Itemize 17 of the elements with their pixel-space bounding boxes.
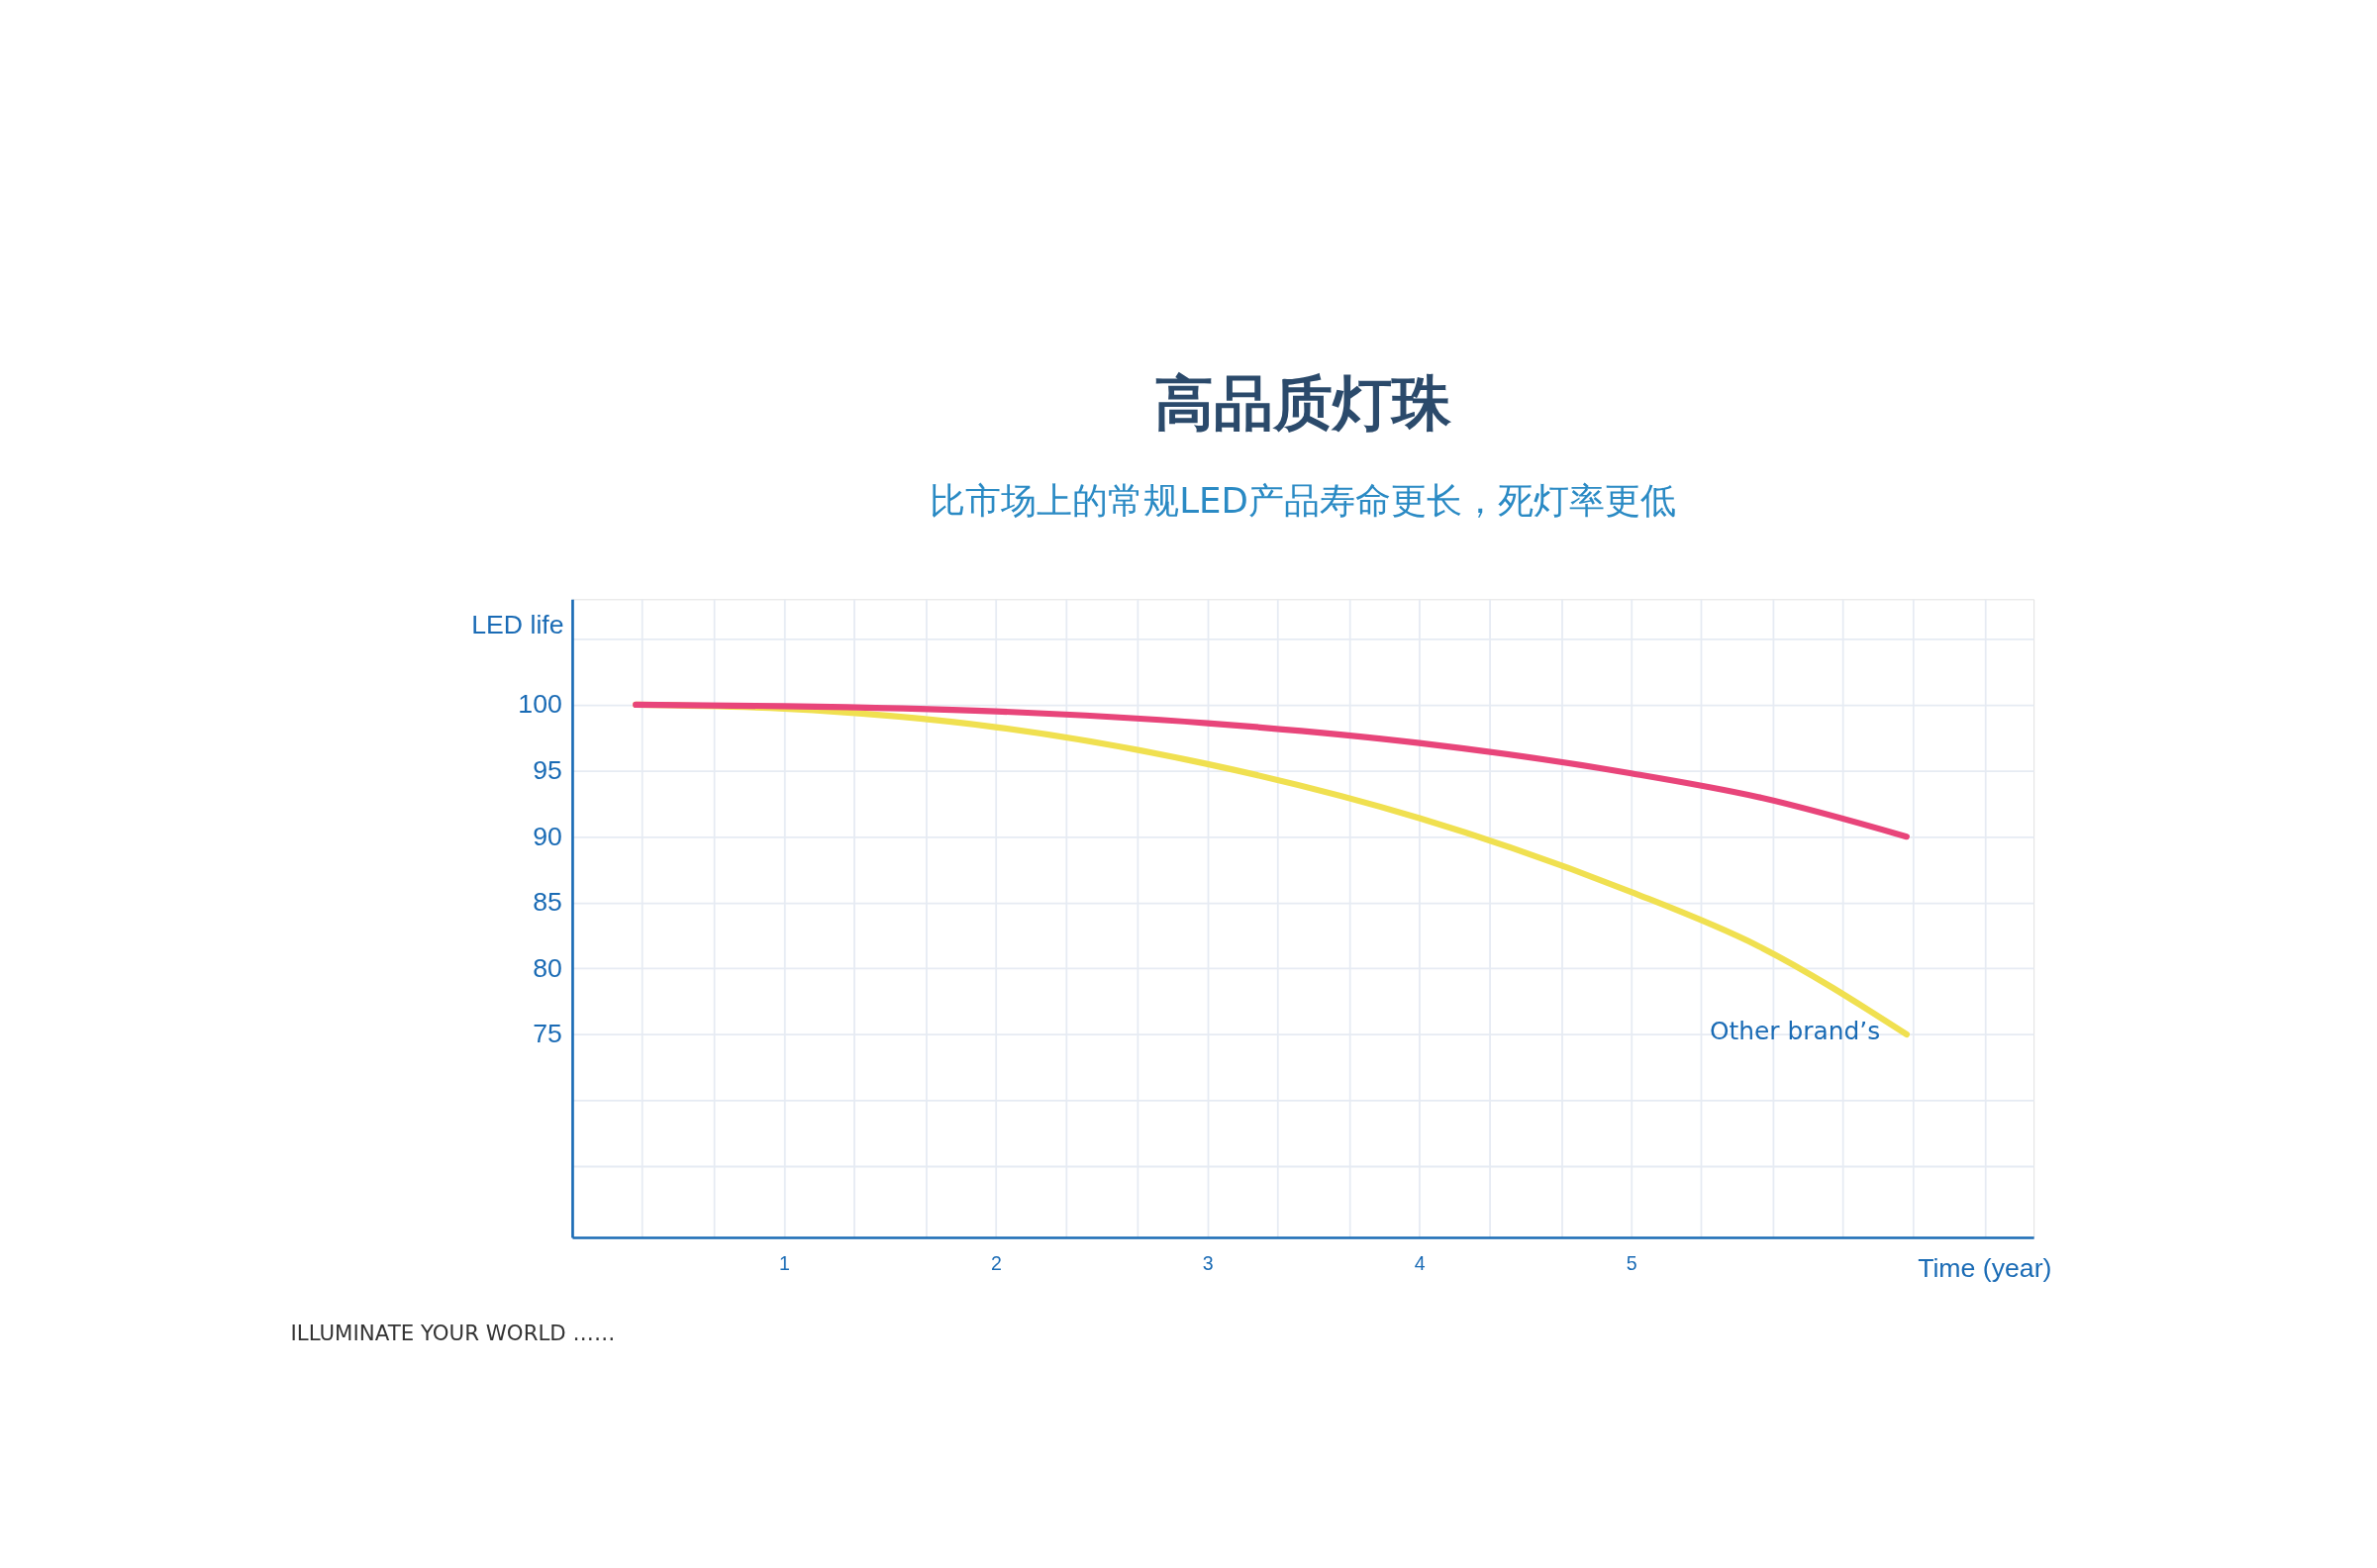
y-tick-label: 85 xyxy=(533,887,562,918)
x-tick-label: 4 xyxy=(1414,1252,1426,1275)
y-tick-label: 90 xyxy=(533,821,562,851)
x-axis-title: Time (year) xyxy=(1918,1252,2052,1283)
y-tick-label: 100 xyxy=(518,689,562,720)
chart-title: 高品质灯珠 xyxy=(1154,368,1453,439)
x-tick-label: 2 xyxy=(990,1252,1002,1275)
chart-subtitle: 比市场上的常规LED产品寿命更长，死灯率更低 xyxy=(930,480,1676,522)
y-tick-label: 80 xyxy=(533,952,562,983)
text: ILLUMINATE YOUR WORLD …… xyxy=(290,1321,616,1346)
x-tick-label: 5 xyxy=(1626,1252,1637,1275)
y-tick-label: 95 xyxy=(533,754,562,785)
y-tick-label: 75 xyxy=(533,1019,562,1049)
series-label: Other brand’s xyxy=(1709,1017,1881,1046)
x-tick-label: 3 xyxy=(1202,1252,1214,1275)
y-axis-title: LED life xyxy=(471,610,564,640)
x-tick-label: 1 xyxy=(778,1252,790,1275)
